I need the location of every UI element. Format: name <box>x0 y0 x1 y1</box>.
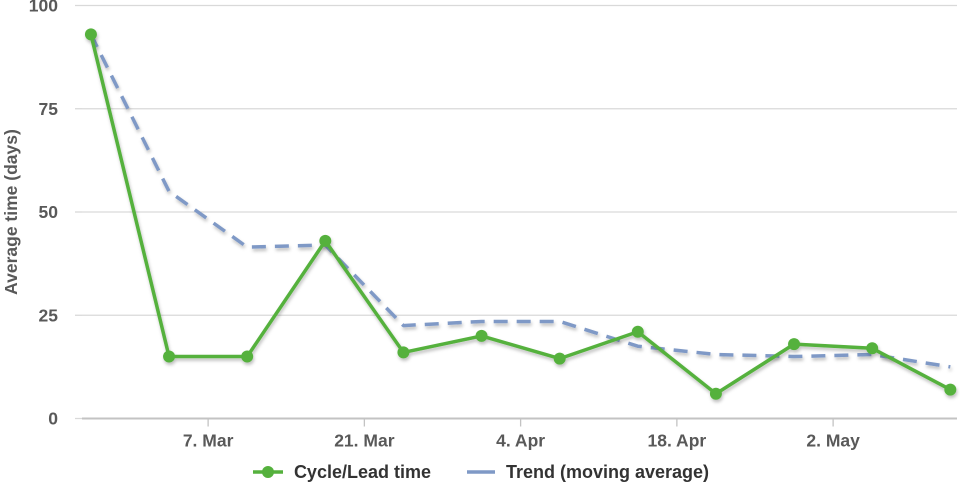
data-point-marker <box>788 338 801 351</box>
legend: Cycle/Lead time Trend (moving average) <box>0 458 960 486</box>
legend-label-cycle-lead-time: Cycle/Lead time <box>293 461 431 482</box>
data-point-marker <box>397 346 410 359</box>
trend-legend-marker <box>467 470 495 474</box>
x-tick-label: 7. Mar <box>183 431 234 451</box>
data-point-marker <box>553 352 566 365</box>
series-cycle-lead-time <box>84 28 957 400</box>
legend-item-trend[interactable]: Trend (moving average) <box>465 462 709 483</box>
x-tick-label: 18. Apr <box>648 431 707 451</box>
x-tick-label: 2. May <box>806 431 860 451</box>
y-axis-title: Average time (days) <box>1 129 21 295</box>
data-point-marker <box>866 342 879 355</box>
series-trend-line <box>89 33 951 369</box>
data-point-marker <box>709 387 722 400</box>
y-tick-label: 75 <box>39 99 59 119</box>
legend-item-cycle-lead-time[interactable]: Cycle/Lead time <box>251 462 431 483</box>
cycle-lead-time-legend-marker <box>252 466 283 478</box>
y-tick-label: 100 <box>29 0 58 16</box>
x-tick-label: 21. Mar <box>334 431 394 451</box>
x-tick-label: 4. Apr <box>496 431 545 451</box>
series-cycle-lead-time-line <box>89 32 953 396</box>
legend-label-trend: Trend (moving average) <box>506 461 710 482</box>
data-point-marker <box>241 350 254 363</box>
data-point-marker <box>475 329 488 342</box>
y-tick-label: 25 <box>39 305 59 325</box>
data-point-marker <box>944 383 957 396</box>
data-point-marker <box>631 325 644 338</box>
y-tick-label: 50 <box>39 202 59 222</box>
data-point-marker <box>163 350 176 363</box>
data-point-marker <box>84 28 97 41</box>
data-point-marker <box>319 234 332 247</box>
y-tick-label: 0 <box>48 409 58 429</box>
